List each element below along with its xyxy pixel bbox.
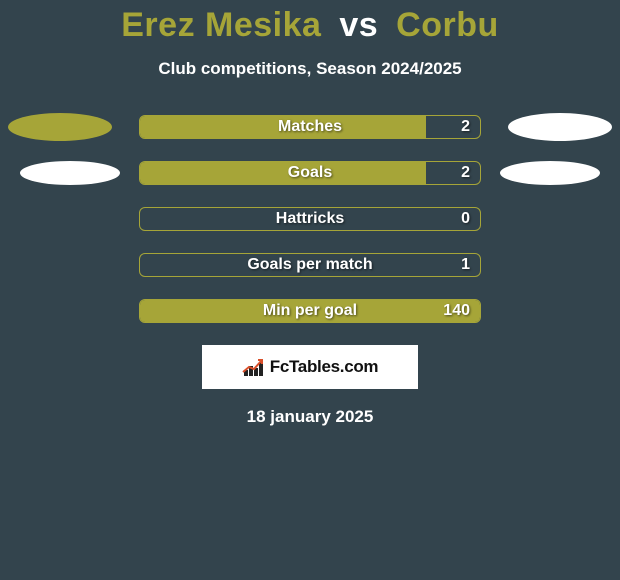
page-title: Erez Mesika vs Corbu xyxy=(0,0,620,45)
logo-box[interactable]: FcTables.com xyxy=(202,345,418,389)
stat-label: Goals xyxy=(288,164,332,182)
left-ellipse-icon xyxy=(20,161,120,185)
left-ellipse-icon xyxy=(8,113,112,141)
bar-fill-left xyxy=(140,162,426,184)
stat-row: Min per goal 140 xyxy=(0,299,620,323)
stat-bar: Min per goal 140 xyxy=(139,299,481,323)
subtitle: Club competitions, Season 2024/2025 xyxy=(0,59,620,79)
stat-label: Min per goal xyxy=(263,302,357,320)
stat-row: Hattricks 0 xyxy=(0,207,620,231)
stats-rows: Matches 2 Goals 2 Hattricks 0 Goals per match 1… xyxy=(0,115,620,323)
logo-chart-icon xyxy=(242,358,264,376)
stat-value: 2 xyxy=(461,164,470,182)
stat-value: 140 xyxy=(443,302,470,320)
stat-label: Matches xyxy=(278,118,342,136)
stat-value: 2 xyxy=(461,118,470,136)
stat-bar: Goals 2 xyxy=(139,161,481,185)
stat-label: Goals per match xyxy=(247,256,372,274)
stat-row: Goals per match 1 xyxy=(0,253,620,277)
player1-name: Erez Mesika xyxy=(121,6,321,44)
stat-bar: Goals per match 1 xyxy=(139,253,481,277)
vs-label: vs xyxy=(339,6,378,44)
stat-value: 1 xyxy=(461,256,470,274)
stat-bar: Hattricks 0 xyxy=(139,207,481,231)
stat-label: Hattricks xyxy=(276,210,344,228)
stat-row: Goals 2 xyxy=(0,161,620,185)
player2-name: Corbu xyxy=(396,6,499,44)
stat-value: 0 xyxy=(461,210,470,228)
date-label: 18 january 2025 xyxy=(0,407,620,427)
stat-row: Matches 2 xyxy=(0,115,620,139)
right-ellipse-icon xyxy=(508,113,612,141)
logo-text: FcTables.com xyxy=(270,357,379,377)
right-ellipse-icon xyxy=(500,161,600,185)
stat-bar: Matches 2 xyxy=(139,115,481,139)
